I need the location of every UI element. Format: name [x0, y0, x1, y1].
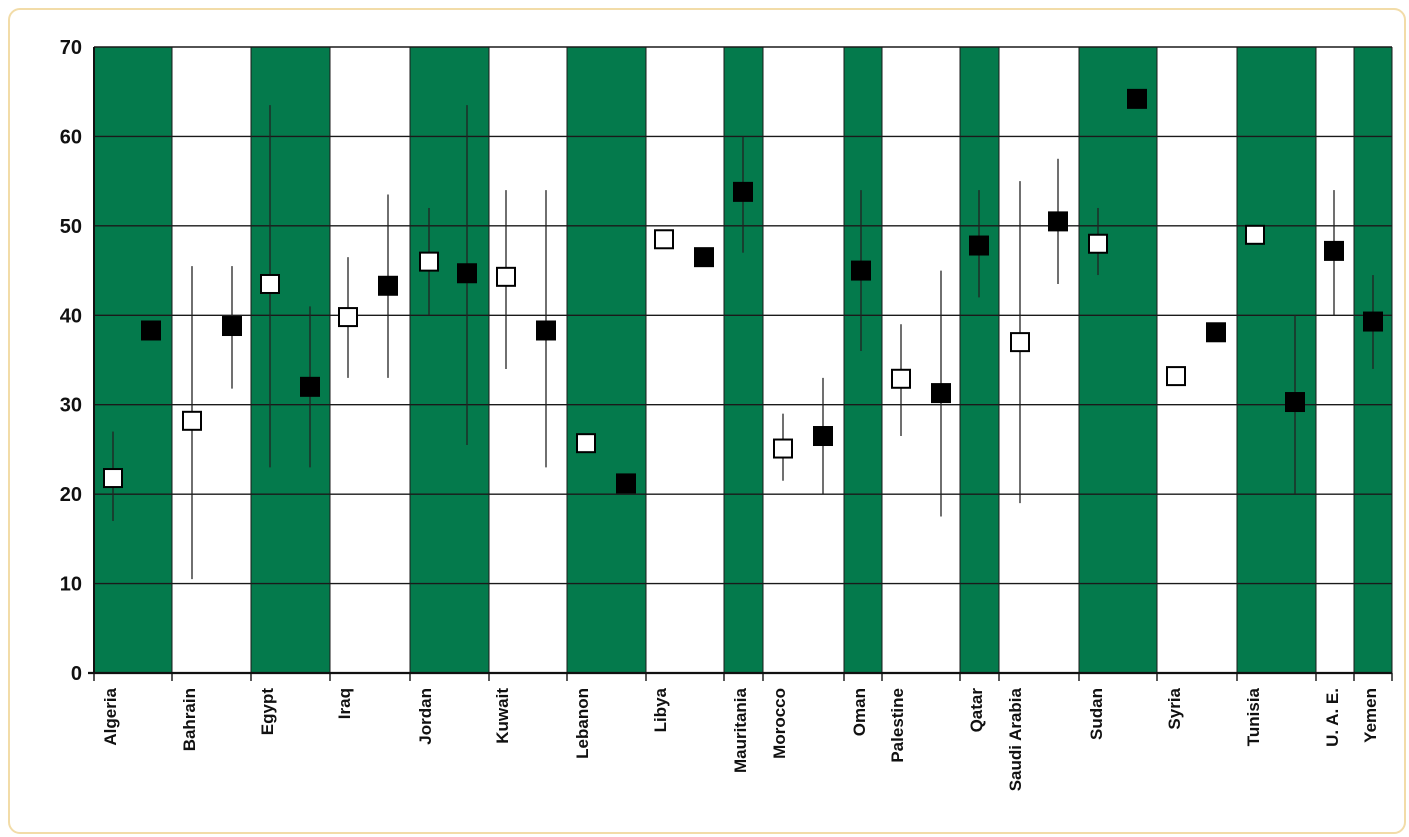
- band-kuwait: [489, 47, 567, 673]
- open-marker: [338, 307, 358, 328]
- filled-marker: [813, 426, 833, 447]
- x-tick-label: Sudan: [1087, 688, 1106, 740]
- filled-marker: [536, 320, 556, 341]
- open-marker: [576, 433, 596, 454]
- open-marker: [260, 273, 280, 294]
- x-tick-label: Oman: [850, 688, 869, 736]
- chart-frame: [8, 8, 1406, 834]
- band-qatar: [960, 47, 999, 673]
- open-marker: [1088, 233, 1108, 254]
- open-marker: [496, 266, 516, 287]
- open-marker: [1245, 224, 1265, 245]
- x-tick-label: Algeria: [101, 687, 120, 745]
- band-saudi-arabia: [999, 47, 1079, 673]
- band-bahrain: [172, 47, 251, 673]
- filled-marker: [616, 473, 636, 494]
- x-tick-label: Lebanon: [573, 688, 592, 759]
- open-marker: [1010, 332, 1030, 353]
- x-tick-label: Tunisia: [1244, 687, 1263, 746]
- open-marker: [654, 229, 674, 250]
- band-libya: [646, 47, 724, 673]
- y-tick-label: 50: [60, 216, 82, 238]
- filled-marker: [1363, 311, 1383, 332]
- y-tick-label: 60: [60, 126, 82, 148]
- filled-marker: [1048, 211, 1068, 232]
- band-syria: [1157, 47, 1237, 673]
- x-tick-label: Bahrain: [180, 688, 199, 751]
- y-tick-label: 40: [60, 305, 82, 327]
- band-lebanon: [567, 47, 646, 673]
- x-tick-label: Syria: [1165, 687, 1184, 729]
- open-marker: [773, 438, 793, 459]
- filled-marker: [851, 260, 871, 281]
- band-palestine: [882, 47, 960, 673]
- filled-marker: [1127, 88, 1147, 109]
- band-iraq: [330, 47, 410, 673]
- x-tick-label: Libya: [651, 687, 670, 732]
- x-tick-label: Morocco: [770, 688, 789, 759]
- x-tick-label: Palestine: [888, 688, 907, 763]
- y-tick-label: 20: [60, 484, 82, 506]
- filled-marker: [1285, 392, 1305, 413]
- open-marker: [182, 410, 202, 431]
- filled-marker: [694, 247, 714, 268]
- y-tick-label: 0: [71, 663, 82, 685]
- x-tick-label: U. A. E.: [1323, 688, 1342, 747]
- x-tick-label: Egypt: [258, 688, 277, 736]
- x-tick-label: Jordan: [416, 688, 435, 745]
- open-marker: [103, 468, 123, 489]
- filled-marker: [222, 316, 242, 337]
- open-marker: [891, 368, 911, 389]
- open-marker: [1166, 366, 1186, 387]
- filled-marker: [931, 383, 951, 404]
- x-tick-label: Saudi Arabia: [1006, 687, 1025, 791]
- x-tick-label: Iraq: [335, 688, 354, 719]
- open-marker: [419, 251, 439, 272]
- band-egypt: [251, 47, 330, 673]
- band-u-a-e: [1316, 47, 1354, 673]
- filled-marker: [969, 235, 989, 256]
- band-jordan: [410, 47, 489, 673]
- y-tick-label: 30: [60, 395, 82, 417]
- y-tick-label: 70: [60, 37, 82, 59]
- band-morocco: [763, 47, 844, 673]
- filled-marker: [1206, 322, 1226, 343]
- x-tick-label: Qatar: [967, 688, 986, 733]
- x-tick-label: Mauritania: [731, 687, 750, 773]
- x-tick-label: Kuwait: [493, 688, 512, 744]
- filled-marker: [300, 376, 320, 397]
- filled-marker: [733, 181, 753, 202]
- band-tunisia: [1237, 47, 1316, 673]
- band-sudan: [1079, 47, 1157, 673]
- filled-marker: [457, 263, 477, 284]
- filled-marker: [1324, 240, 1344, 261]
- filled-marker: [378, 275, 398, 296]
- x-tick-label: Yemen: [1361, 688, 1380, 743]
- filled-marker: [141, 320, 161, 341]
- band-oman: [844, 47, 882, 673]
- band-algeria: [94, 47, 172, 673]
- y-tick-label: 10: [60, 574, 82, 596]
